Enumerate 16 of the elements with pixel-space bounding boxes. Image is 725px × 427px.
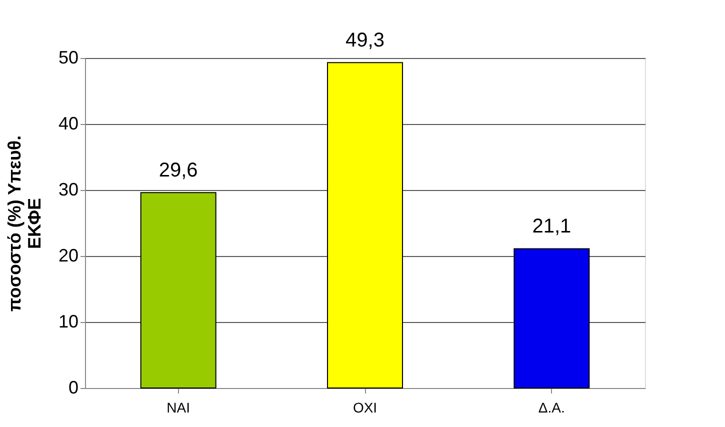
y-tick-label: 30 [58,180,78,200]
y-tick-label: 0 [68,378,78,398]
data-label: 29,6 [158,160,198,182]
x-tick-label: ΝΑΙ [166,400,190,416]
bar [514,248,590,388]
bar [140,192,216,388]
y-tick-label: 10 [58,312,78,332]
y-tick-label: 40 [58,114,78,134]
bar [327,62,403,388]
data-label: 21,1 [532,216,572,238]
y-axis-title: ποσοστό (%) Υπευθ. ΕΚΦΕ [4,135,44,312]
y-tick-label: 20 [58,246,78,266]
y-tick-label: 50 [58,48,78,68]
x-tick-label: Δ.Α. [538,400,565,416]
x-tick-label: ΟΧΙ [352,400,378,416]
data-label: 49,3 [346,30,384,52]
